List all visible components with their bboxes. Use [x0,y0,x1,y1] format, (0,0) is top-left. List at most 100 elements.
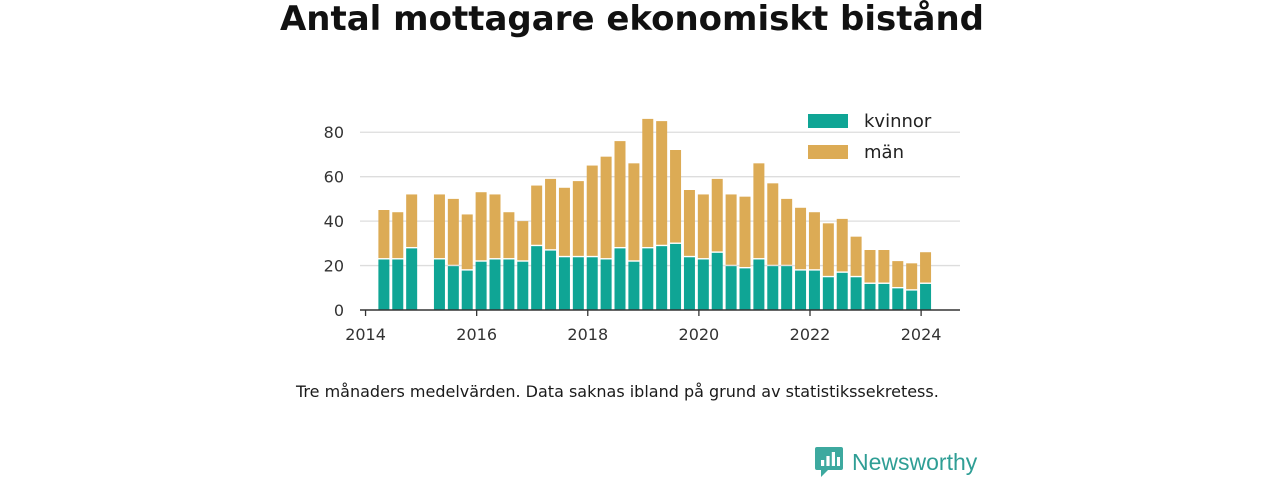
bar-kvinnor [767,266,779,310]
bar-kvinnor [781,266,793,310]
bar-man [433,194,445,259]
legend-label: kvinnor [864,111,932,132]
y-tick-label: 0 [334,301,344,320]
bar-man [545,178,557,250]
x-tick-label: 2018 [567,325,608,344]
bar-kvinnor [850,277,862,310]
bar-kvinnor [503,259,515,310]
x-tick-label: 2020 [679,325,720,344]
x-tick-label: 2024 [901,325,942,344]
y-tick-label: 60 [324,168,344,187]
bar-man [683,190,695,256]
legend-label: män [864,142,904,163]
bar-kvinnor [920,283,932,310]
bar-man [711,178,723,252]
bar-man [753,163,765,259]
bar-kvinnor [545,250,557,310]
bar-man [600,156,612,259]
brand-name: Newsworthy [852,448,978,475]
bar-kvinnor [656,246,668,310]
newsworthy-logo-icon [815,447,843,477]
bar-kvinnor [572,257,584,310]
x-tick-label: 2016 [456,325,497,344]
bar-kvinnor [461,270,473,310]
bar-man [795,207,807,270]
bar-man [406,194,418,247]
bar-man [822,223,834,276]
bar-man [808,212,820,270]
bar-man [781,198,793,265]
bar-kvinnor [628,261,640,310]
bar-kvinnor [795,270,807,310]
bar-man [586,165,598,256]
bar-man [475,192,487,261]
bar-man [378,210,390,259]
y-tick-label: 20 [324,257,344,276]
bar-kvinnor [531,246,543,310]
bar-man [642,118,654,247]
bar-kvinnor [906,290,918,310]
bar-kvinnor [892,288,904,310]
legend-swatch [808,114,848,128]
bar-kvinnor [697,259,709,310]
bar-kvinnor [447,266,459,310]
bar-man [892,261,904,287]
bar-man [920,252,932,283]
bar-man [767,183,779,265]
bar-kvinnor [725,266,737,310]
bar-kvinnor [378,259,390,310]
legend-item: kvinnor [808,111,932,132]
bar-man [558,187,570,256]
bar-kvinnor [642,248,654,310]
bar-man [517,221,529,261]
bar-man [836,218,848,272]
chart-title: Antal mottagare ekonomiskt bistånd [279,0,985,39]
x-tick-label: 2022 [790,325,831,344]
bar-kvinnor [392,259,404,310]
bar-man [531,185,543,245]
bar-man [614,141,626,247]
bar-man [489,194,501,259]
bar-kvinnor [614,248,626,310]
bar-man [628,163,640,261]
bar-man [864,250,876,283]
bar-man [697,194,709,259]
axes: 0 20 40 60 80 2014 2016 2018 2020 2022 2024 [324,123,960,344]
bar-man [392,212,404,259]
legend-item: män [808,142,904,163]
bar-man [850,236,862,276]
bar-kvinnor [433,259,445,310]
bar-kvinnor [822,277,834,310]
bar-kvinnor [739,268,751,310]
legend: kvinnor män [808,111,932,163]
bar-man [878,250,890,283]
bar-man [739,196,751,267]
bar-kvinnor [878,283,890,310]
bar-kvinnor [670,243,682,310]
bar-man [656,121,668,245]
bar-man [725,194,737,265]
y-tick-label: 40 [324,212,344,231]
bar-kvinnor [600,259,612,310]
bar-man [503,212,515,259]
bar-kvinnor [864,283,876,310]
bar-man [670,150,682,243]
x-tick-label: 2014 [345,325,386,344]
bar-kvinnor [475,261,487,310]
chart-caption: Tre månaders medelvärden. Data saknas ib… [296,382,939,401]
bar-kvinnor [489,259,501,310]
brand-logo: Newsworthy [814,446,977,478]
bar-man [572,181,584,256]
bar-kvinnor [406,248,418,310]
bar-man [447,198,459,265]
bar-kvinnor [836,272,848,310]
bar-kvinnor [753,259,765,310]
bar-man [461,214,473,270]
bar-kvinnor [558,257,570,310]
bars [378,118,932,310]
bar-kvinnor [711,252,723,310]
bar-kvinnor [808,270,820,310]
legend-swatch [808,145,848,159]
bar-kvinnor [517,261,529,310]
